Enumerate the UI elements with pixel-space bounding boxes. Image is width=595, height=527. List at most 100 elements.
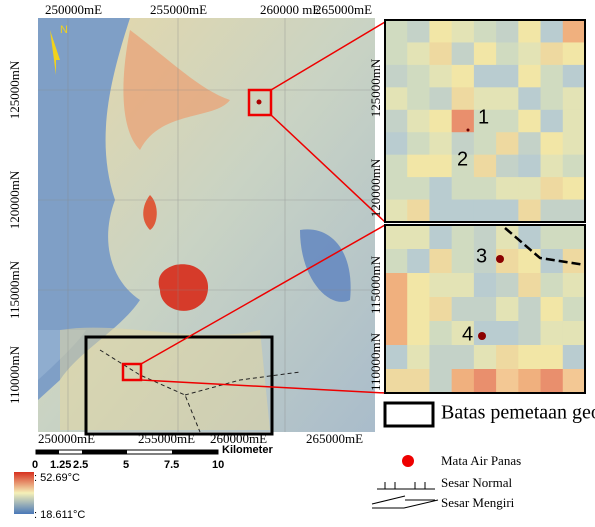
raster-cell xyxy=(452,65,475,88)
raster-cell xyxy=(385,65,408,88)
raster-cell xyxy=(541,65,564,88)
raster-cell xyxy=(407,249,430,274)
raster-cell xyxy=(452,249,475,274)
main-map: N xyxy=(38,18,375,434)
raster-cell xyxy=(496,177,519,200)
raster-cell xyxy=(518,200,541,223)
coord-label: 255000mE xyxy=(150,2,207,17)
raster-cell xyxy=(474,42,497,65)
raster-cell xyxy=(452,200,475,223)
coord-label: 120000mN xyxy=(368,158,383,217)
coord-label: 250000mE xyxy=(45,2,102,17)
raster-cell xyxy=(452,87,475,110)
raster-cell xyxy=(385,132,408,155)
raster-cell xyxy=(429,65,452,88)
raster-cell xyxy=(541,273,564,298)
raster-cell xyxy=(496,87,519,110)
raster-cell xyxy=(429,249,452,274)
coord-label: 125000mN xyxy=(7,60,22,119)
raster-cell xyxy=(563,297,586,322)
raster-cell xyxy=(407,345,430,370)
raster-cell xyxy=(407,65,430,88)
raster-cell xyxy=(452,369,475,394)
raster-cell xyxy=(429,225,452,250)
raster-cell xyxy=(518,369,541,394)
raster-cell xyxy=(429,132,452,155)
coord-label: 120000mN xyxy=(7,170,22,229)
raster-cell xyxy=(474,273,497,298)
raster-cell xyxy=(518,345,541,370)
raster-cell xyxy=(496,273,519,298)
raster-cell xyxy=(496,65,519,88)
coord-label: 110000mN xyxy=(368,332,383,391)
raster-cell xyxy=(385,20,408,43)
raster-cell xyxy=(496,110,519,133)
raster-cell xyxy=(496,20,519,43)
raster-cell xyxy=(429,321,452,346)
raster-cell xyxy=(541,177,564,200)
raster-cell xyxy=(496,200,519,223)
raster-cell xyxy=(563,369,586,394)
raster-cell xyxy=(452,225,475,250)
coord-label: 115000mN xyxy=(368,255,383,314)
legend-fault-symbol xyxy=(372,496,438,508)
raster-cell xyxy=(541,110,564,133)
raster-cell xyxy=(541,155,564,178)
legend-item: Sesar Normal xyxy=(441,475,513,490)
scale-tick: 7.5 xyxy=(164,459,179,471)
raster-cell xyxy=(429,155,452,178)
raster-cell xyxy=(385,345,408,370)
coord-label: 260000 mE xyxy=(260,2,320,17)
raster-cell xyxy=(452,177,475,200)
legend-item: Batas pemetaan geologi xyxy=(441,402,595,424)
raster-cell xyxy=(518,42,541,65)
raster-cell xyxy=(518,249,541,274)
raster-cell xyxy=(429,42,452,65)
raster-cell xyxy=(496,132,519,155)
raster-cell xyxy=(518,110,541,133)
raster-cell xyxy=(385,110,408,133)
coord-label: 255000mE xyxy=(138,431,195,446)
raster-cell xyxy=(474,132,497,155)
raster-cell xyxy=(385,297,408,322)
raster-cell xyxy=(563,110,586,133)
raster-cell xyxy=(474,20,497,43)
raster-cell xyxy=(385,273,408,298)
raster-cell xyxy=(385,321,408,346)
legend-box-symbol xyxy=(385,403,433,426)
map-figure: N 1 2 3 4 250000mE 255000mE 260000 mE 26… xyxy=(0,0,595,522)
raster-cell xyxy=(563,132,586,155)
raster-cell xyxy=(407,87,430,110)
raster-cell xyxy=(407,200,430,223)
raster-cell xyxy=(518,273,541,298)
raster-cell xyxy=(518,155,541,178)
raster-cell xyxy=(429,20,452,43)
raster-cell xyxy=(429,200,452,223)
raster-cell xyxy=(407,177,430,200)
raster-cell xyxy=(541,297,564,322)
legend-item: Sesar Mengiri xyxy=(441,495,515,510)
raster-cell xyxy=(496,155,519,178)
raster-cell xyxy=(429,273,452,298)
raster-cell xyxy=(429,345,452,370)
raster-cell xyxy=(429,87,452,110)
point-label: 4 xyxy=(462,323,473,345)
coord-label: 265000mE xyxy=(315,2,372,17)
raster-cell xyxy=(385,369,408,394)
raster-cell xyxy=(474,200,497,223)
legend-fault-symbol xyxy=(377,482,435,489)
raster-cell xyxy=(563,42,586,65)
raster-cell xyxy=(541,87,564,110)
raster-cell xyxy=(452,42,475,65)
raster-cell xyxy=(518,65,541,88)
raster-cell xyxy=(407,369,430,394)
scale-tick: 1.25 xyxy=(50,459,71,471)
raster-cell xyxy=(541,321,564,346)
raster-cell xyxy=(452,345,475,370)
raster-cell xyxy=(429,297,452,322)
raster-cell xyxy=(563,225,586,250)
raster-cell xyxy=(452,110,475,133)
raster-cell xyxy=(541,42,564,65)
raster-cell xyxy=(518,225,541,250)
raster-cell xyxy=(407,42,430,65)
